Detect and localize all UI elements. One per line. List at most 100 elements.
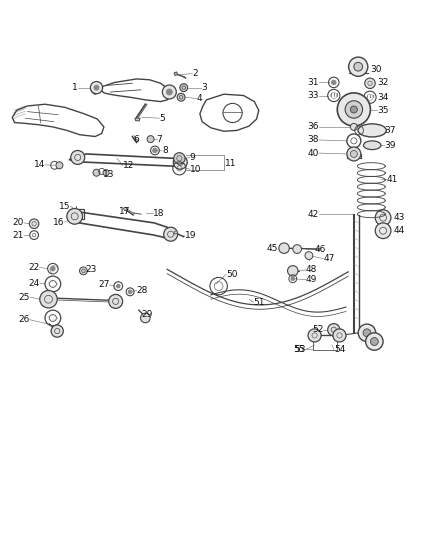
Text: 34: 34 bbox=[377, 93, 388, 102]
Ellipse shape bbox=[363, 141, 380, 150]
Circle shape bbox=[290, 277, 294, 280]
Circle shape bbox=[79, 267, 87, 275]
Text: 19: 19 bbox=[184, 231, 196, 240]
Circle shape bbox=[364, 78, 374, 88]
Text: 20: 20 bbox=[13, 219, 24, 228]
Text: 16: 16 bbox=[53, 217, 64, 227]
Text: 46: 46 bbox=[314, 245, 325, 254]
Text: 31: 31 bbox=[307, 78, 318, 87]
Circle shape bbox=[362, 329, 370, 337]
Circle shape bbox=[67, 208, 82, 224]
Text: 38: 38 bbox=[307, 135, 318, 144]
Text: 44: 44 bbox=[392, 226, 403, 235]
Text: 43: 43 bbox=[392, 213, 403, 222]
Circle shape bbox=[365, 333, 382, 350]
Text: 30: 30 bbox=[369, 65, 381, 74]
Text: 23: 23 bbox=[85, 265, 96, 274]
Text: 13: 13 bbox=[102, 171, 114, 180]
Text: 4: 4 bbox=[196, 94, 202, 103]
Text: 22: 22 bbox=[28, 263, 40, 272]
Circle shape bbox=[374, 223, 390, 239]
Text: 28: 28 bbox=[136, 286, 148, 295]
Circle shape bbox=[56, 162, 63, 169]
Circle shape bbox=[353, 62, 362, 71]
Polygon shape bbox=[134, 118, 140, 121]
Circle shape bbox=[327, 324, 339, 336]
Circle shape bbox=[103, 169, 109, 176]
Text: 8: 8 bbox=[162, 147, 167, 156]
Text: 51: 51 bbox=[253, 298, 265, 307]
Circle shape bbox=[346, 147, 360, 161]
Circle shape bbox=[163, 227, 177, 241]
Circle shape bbox=[350, 150, 357, 157]
Text: 5: 5 bbox=[159, 114, 165, 123]
Text: 45: 45 bbox=[266, 244, 278, 253]
Circle shape bbox=[40, 290, 57, 308]
Circle shape bbox=[357, 324, 375, 342]
Text: 17: 17 bbox=[118, 207, 130, 216]
Circle shape bbox=[50, 266, 55, 271]
Text: 52: 52 bbox=[311, 325, 322, 334]
Circle shape bbox=[332, 329, 345, 342]
Circle shape bbox=[116, 285, 120, 288]
Circle shape bbox=[93, 169, 100, 176]
Circle shape bbox=[287, 265, 297, 276]
Text: 27: 27 bbox=[98, 280, 110, 289]
Text: 15: 15 bbox=[59, 202, 70, 211]
Text: 11: 11 bbox=[224, 159, 236, 168]
Circle shape bbox=[173, 155, 187, 169]
Circle shape bbox=[374, 210, 390, 225]
Text: 37: 37 bbox=[384, 126, 395, 135]
Circle shape bbox=[350, 124, 357, 131]
Circle shape bbox=[344, 101, 362, 118]
Circle shape bbox=[177, 93, 184, 101]
Circle shape bbox=[173, 152, 184, 164]
Text: 40: 40 bbox=[307, 149, 318, 158]
Circle shape bbox=[51, 325, 63, 337]
Circle shape bbox=[348, 57, 367, 76]
Polygon shape bbox=[174, 72, 177, 76]
Polygon shape bbox=[123, 207, 127, 211]
Text: 21: 21 bbox=[13, 231, 24, 240]
Text: 26: 26 bbox=[18, 315, 30, 324]
Text: 3: 3 bbox=[201, 83, 206, 92]
Text: 6: 6 bbox=[133, 135, 138, 143]
Text: 54: 54 bbox=[333, 345, 344, 354]
Circle shape bbox=[140, 313, 150, 323]
Ellipse shape bbox=[357, 124, 385, 137]
Text: 10: 10 bbox=[189, 165, 201, 174]
Text: 24: 24 bbox=[28, 279, 40, 288]
Text: 9: 9 bbox=[189, 153, 195, 162]
Text: 50: 50 bbox=[226, 270, 237, 279]
Text: 14: 14 bbox=[34, 160, 45, 169]
Circle shape bbox=[29, 219, 39, 229]
Circle shape bbox=[94, 85, 99, 90]
Text: 49: 49 bbox=[305, 275, 317, 284]
Text: 35: 35 bbox=[377, 106, 388, 115]
Text: 47: 47 bbox=[322, 254, 334, 263]
Circle shape bbox=[162, 85, 176, 99]
Text: 7: 7 bbox=[156, 135, 162, 143]
Circle shape bbox=[292, 245, 301, 253]
Text: 29: 29 bbox=[141, 310, 153, 319]
Text: 36: 36 bbox=[307, 123, 318, 132]
Text: 39: 39 bbox=[384, 141, 395, 150]
Circle shape bbox=[166, 89, 172, 95]
Text: 48: 48 bbox=[305, 265, 317, 274]
Circle shape bbox=[152, 148, 157, 152]
Text: 32: 32 bbox=[377, 78, 388, 87]
Circle shape bbox=[331, 80, 335, 85]
Circle shape bbox=[147, 135, 154, 143]
Circle shape bbox=[336, 93, 370, 126]
Text: 25: 25 bbox=[18, 293, 30, 302]
Circle shape bbox=[307, 329, 321, 342]
Text: 18: 18 bbox=[153, 209, 164, 218]
Circle shape bbox=[71, 150, 85, 164]
Text: 42: 42 bbox=[307, 209, 318, 219]
Text: 12: 12 bbox=[122, 161, 134, 170]
Circle shape bbox=[350, 106, 357, 113]
Text: 33: 33 bbox=[307, 91, 318, 100]
Circle shape bbox=[370, 337, 378, 345]
Text: 1: 1 bbox=[72, 83, 78, 92]
Text: 55: 55 bbox=[293, 345, 304, 354]
